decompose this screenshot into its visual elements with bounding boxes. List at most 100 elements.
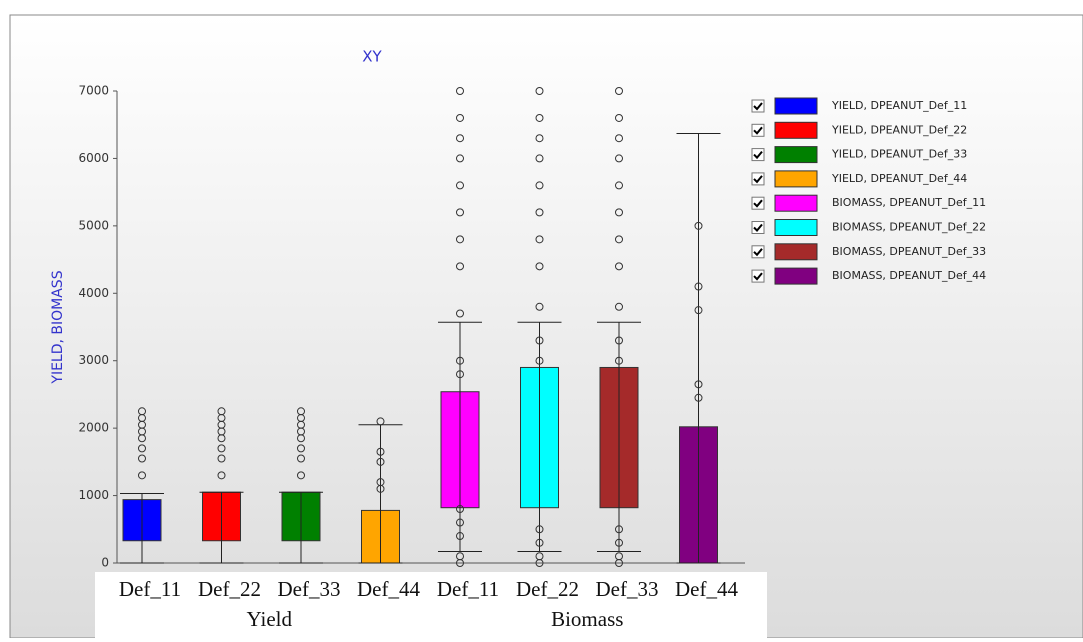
x-label-area [95,572,767,638]
legend-swatch [774,243,818,261]
y-tick-label: 2000 [78,421,109,435]
outlier [217,471,226,480]
outlier [535,235,544,244]
x-tick-label: Def_22 [516,577,579,601]
legend-check[interactable] [753,150,763,160]
outlier [456,518,464,527]
outlier [297,407,305,416]
outlier [615,154,623,163]
legend-label: YIELD, DPEANUT_Def_33 [831,148,967,161]
x-tick-label: Def_33 [278,577,341,601]
outlier [615,113,623,122]
legend-checkbox[interactable] [751,148,765,162]
outlier [535,302,544,311]
outlier [456,552,464,561]
legend-label: BIOMASS, DPEANUT_Def_44 [832,269,986,282]
outlier [615,552,623,561]
x-tick-label: Def_44 [357,577,420,601]
outlier [615,525,623,534]
outlier [456,309,464,318]
outlier [297,471,305,480]
outlier [138,471,146,480]
outlier [138,454,146,463]
x-tick-label: Def_44 [675,577,738,601]
outlier [456,181,464,190]
outlier [535,262,544,271]
x-tick-label: Def_11 [119,577,181,601]
outlier [694,393,703,402]
outlier [615,302,623,311]
outlier [138,444,146,453]
legend-check[interactable] [753,272,763,281]
outlier [615,235,623,244]
outlier [615,262,623,271]
legend-checkbox[interactable] [751,172,765,186]
legend-checkbox[interactable] [751,245,765,259]
outlier [456,113,464,122]
outlier [376,478,385,487]
outlier [694,306,703,315]
outlier [456,356,464,365]
outlier [535,208,544,217]
outlier [456,235,464,244]
legend-label: BIOMASS, DPEANUT_Def_33 [832,245,986,258]
outlier [376,457,385,466]
legend-check[interactable] [753,175,763,184]
outlier [456,532,464,541]
legend-checkbox[interactable] [751,221,765,234]
legend-label: BIOMASS, DPEANUT_Def_11 [832,196,986,209]
legend-check[interactable] [753,102,763,111]
outlier [535,552,544,561]
legend-swatch [774,267,818,285]
legend-check[interactable] [753,126,763,135]
outlier [615,356,623,365]
legend-check[interactable] [753,248,763,257]
outlier [615,208,623,217]
outlier [297,454,305,463]
outlier [456,154,464,163]
y-tick-label: 5000 [78,218,109,232]
legend-checkbox[interactable] [751,123,765,137]
legend-swatch [774,170,818,188]
outlier [138,407,146,416]
legend-label: YIELD, DPEANUT_Def_44 [831,172,967,185]
y-axis-label: YIELD, BIOMASS [50,270,66,384]
outlier [535,113,544,122]
legend-check[interactable] [753,223,763,232]
outlier [615,336,623,345]
outlier [694,282,703,291]
outlier [297,444,305,453]
outlier [535,538,544,547]
outlier [376,447,385,456]
chart-frame [9,14,1083,639]
x-tick-label: Def_22 [198,577,261,601]
legend-checkbox[interactable] [751,99,765,113]
y-tick-label: 1000 [78,488,109,502]
outlier [615,538,623,547]
outlier [615,181,623,190]
group-label: Yield [247,607,293,631]
outlier [535,134,544,143]
outlier [217,407,226,416]
y-tick-label: 0 [101,556,109,570]
y-tick-label: 6000 [78,151,109,165]
legend-check[interactable] [753,199,763,208]
group-label: Biomass [551,607,623,631]
outlier [456,370,464,379]
outlier [456,208,464,217]
legend-checkbox[interactable] [751,269,765,283]
legend-swatch [774,146,818,164]
outlier [456,262,464,271]
legend-label: BIOMASS, DPEANUT_Def_22 [832,221,986,234]
outlier [535,525,544,534]
outlier [694,380,703,389]
x-tick-label: Def_33 [596,577,659,601]
y-tick-label: 7000 [78,84,109,98]
legend-label: YIELD, DPEANUT_Def_22 [831,123,967,136]
legend-swatch [774,121,818,139]
outlier [615,87,623,95]
outlier [376,417,385,426]
legend-checkbox[interactable] [751,196,765,210]
y-tick-label: 4000 [78,286,109,300]
